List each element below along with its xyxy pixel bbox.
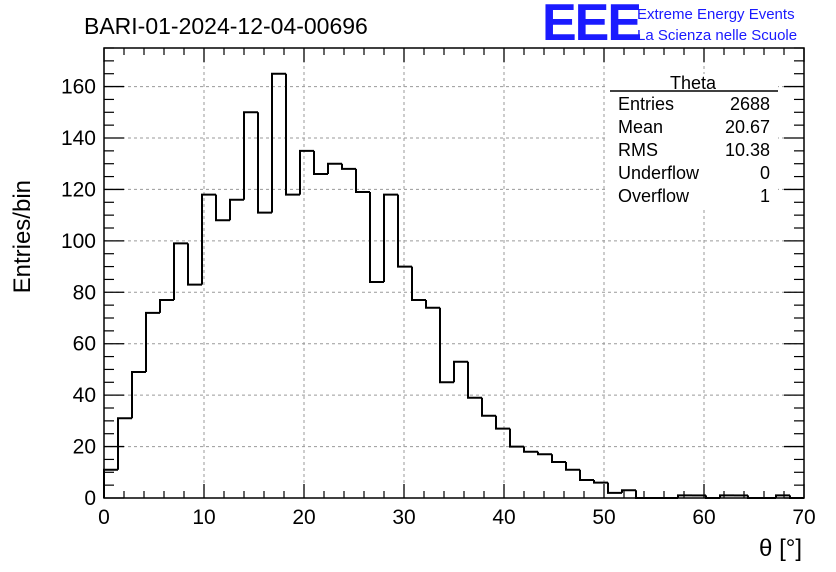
histogram-bin bbox=[257, 112, 272, 214]
stats-label-underflow: Underflow bbox=[618, 163, 700, 183]
y-axis-label: Entries/bin bbox=[9, 180, 36, 293]
y-tick-label: 120 bbox=[61, 178, 96, 201]
y-tick-label: 80 bbox=[73, 281, 96, 304]
x-tick-label: 60 bbox=[692, 506, 715, 529]
histogram-bin bbox=[509, 428, 524, 448]
histogram-bin bbox=[677, 494, 692, 498]
y-tick-label: 140 bbox=[61, 127, 96, 150]
histogram-bin bbox=[159, 299, 174, 313]
x-tick-label: 30 bbox=[392, 506, 415, 529]
stats-label-entries: Entries bbox=[618, 94, 674, 114]
eee-logo-subtitle-1: Extreme Energy Events bbox=[637, 6, 795, 23]
histogram-bin bbox=[369, 192, 384, 283]
stats-value-rms: 10.38 bbox=[725, 140, 770, 160]
x-tick-label: 50 bbox=[592, 506, 615, 529]
stats-label-rms: RMS bbox=[618, 140, 658, 160]
histogram-bin bbox=[145, 311, 160, 372]
histogram-bin bbox=[355, 168, 370, 193]
histogram-bin bbox=[565, 462, 580, 471]
x-axis-label: θ [°] bbox=[759, 535, 802, 562]
x-tick-label: 40 bbox=[492, 506, 515, 529]
stats-box-title: Theta bbox=[670, 73, 717, 93]
y-tick-labels: 0 20 40 60 80 100 120 140 160 bbox=[61, 76, 96, 510]
y-tick-label: 60 bbox=[73, 333, 96, 356]
histogram-bin bbox=[313, 150, 328, 175]
histogram-bin bbox=[341, 163, 356, 170]
histogram-bin bbox=[173, 242, 188, 300]
histogram-bin bbox=[551, 454, 566, 463]
y-tick-label: 100 bbox=[61, 230, 96, 253]
histogram-series bbox=[103, 72, 804, 499]
stats-value-underflow: 0 bbox=[760, 163, 770, 183]
axis-ticks bbox=[103, 47, 805, 499]
histogram-bin bbox=[523, 446, 538, 453]
eee-logo: EEE bbox=[542, 0, 640, 52]
stats-value-entries: 2688 bbox=[730, 94, 770, 114]
stats-label-overflow: Overflow bbox=[618, 186, 690, 206]
histogram-bin bbox=[103, 468, 118, 498]
histogram-bin bbox=[425, 300, 440, 309]
histogram-bin bbox=[201, 193, 216, 285]
histogram-bin bbox=[229, 198, 244, 221]
histogram-bin bbox=[117, 417, 132, 470]
histogram-bin bbox=[187, 243, 202, 286]
histogram-bin bbox=[285, 73, 300, 196]
histogram-bin bbox=[719, 494, 734, 498]
histogram-bin bbox=[621, 489, 636, 493]
histogram-bin bbox=[481, 397, 496, 417]
histogram-bin bbox=[775, 494, 790, 498]
histogram-bin bbox=[397, 194, 412, 268]
histogram-bin bbox=[131, 371, 146, 419]
histogram-bin bbox=[215, 194, 230, 222]
x-tick-label: 20 bbox=[292, 506, 315, 529]
histogram-bin bbox=[299, 149, 314, 195]
eee-logo-subtitle-2: La Scienza nelle Scuole bbox=[637, 27, 797, 44]
histogram-bin bbox=[453, 360, 468, 383]
stats-value-mean: 20.67 bbox=[725, 117, 770, 137]
histogram-bin bbox=[495, 415, 510, 430]
histogram-bin bbox=[635, 490, 650, 499]
x-tick-label: 70 bbox=[792, 506, 815, 529]
x-tick-label: 10 bbox=[192, 506, 215, 529]
y-tick-label: 40 bbox=[73, 384, 96, 407]
histogram-bin bbox=[383, 193, 398, 282]
x-tick-labels: 0 10 20 30 40 50 60 70 bbox=[98, 506, 816, 529]
run-id-title: BARI-01-2024-12-04-00696 bbox=[84, 13, 368, 39]
histogram-bin bbox=[579, 469, 594, 481]
stats-label-mean: Mean bbox=[618, 117, 663, 137]
histogram-bin bbox=[467, 361, 482, 399]
x-tick-label: 0 bbox=[98, 506, 110, 529]
plot-frame bbox=[103, 47, 805, 499]
stats-box-background bbox=[608, 74, 778, 209]
histogram-bin bbox=[439, 307, 454, 384]
histogram-bin bbox=[243, 111, 258, 200]
y-tick-label: 0 bbox=[84, 487, 96, 510]
y-tick-label: 160 bbox=[61, 76, 96, 99]
histogram-bin bbox=[593, 480, 608, 484]
histogram-bin bbox=[271, 72, 286, 213]
histogram-bin bbox=[607, 482, 622, 494]
histogram-bin bbox=[327, 162, 342, 174]
stats-value-overflow: 1 bbox=[760, 186, 770, 206]
histogram-bin bbox=[411, 266, 426, 301]
stats-box: Theta Entries 2688 Mean 20.67 RMS 10.38 … bbox=[608, 73, 778, 209]
histogram-bin bbox=[537, 451, 552, 456]
y-tick-label: 20 bbox=[73, 436, 96, 459]
